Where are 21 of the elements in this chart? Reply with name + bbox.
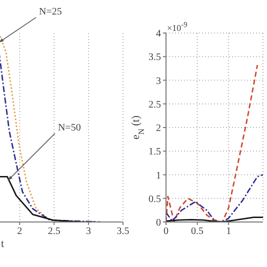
y-tick-label: 0.5 [148,194,161,205]
annotation: N=50 [58,122,81,134]
line-series [166,64,258,222]
y-tick-label: 1.5 [148,146,161,158]
y-tick-label: 4 [156,28,161,40]
y-tick-label: 3 [156,76,161,87]
y-tick-label: 2 [156,123,161,134]
y-tick-label: 0 [156,218,161,229]
x-tick-label: 0 [164,226,168,238]
x-tick-label: 2.5 [48,226,60,238]
annotation: ×10$^{-9}$ [167,20,188,33]
y-tick-label: 1 [156,170,161,182]
x-tick-label: 3.5 [116,226,130,238]
y-tick-label: 2.5 [148,99,161,110]
x-tick-label: 3 [86,226,92,238]
x-tick-label: 0.5 [191,226,204,238]
annotation: N=25 [39,6,62,18]
y-tick-label: 3.5 [148,52,161,64]
x-axis-title: t [1,238,4,250]
x-tick-label: 1 [226,226,232,238]
x-tick-label: 2 [17,226,22,238]
